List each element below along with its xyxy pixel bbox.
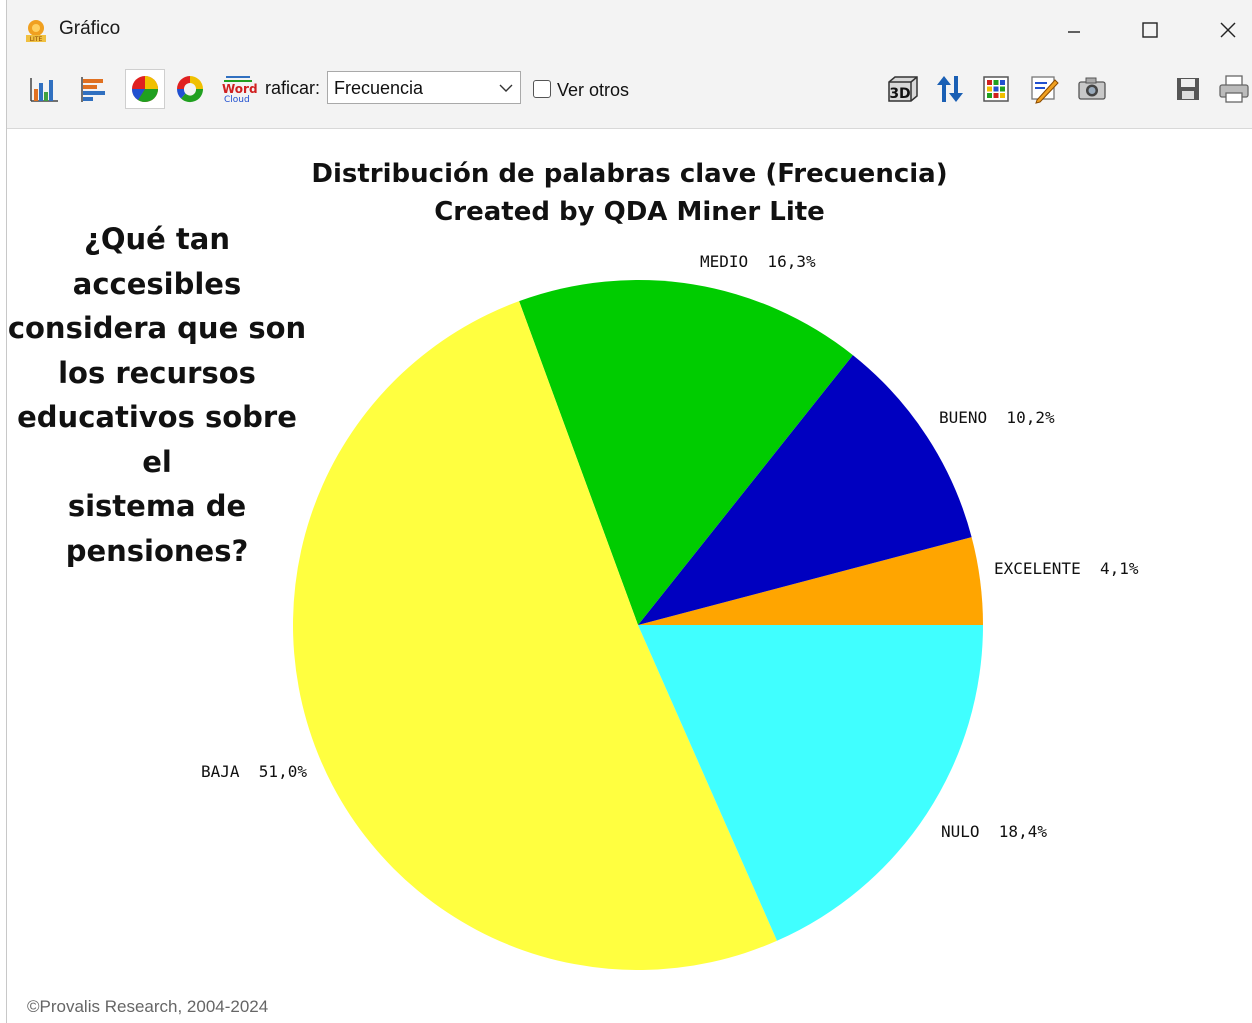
save-icon[interactable] (1171, 72, 1205, 106)
toolbar: Word Cloud raficar: Frecuencia Ver otros… (7, 58, 1252, 129)
sort-icon[interactable] (933, 72, 967, 106)
close-button[interactable] (1205, 12, 1251, 48)
camera-icon[interactable] (1075, 72, 1109, 106)
pie-slice-bueno (638, 355, 972, 625)
slice-label-bueno: BUENO 10,2% (939, 408, 1055, 427)
slice-label-medio: MEDIO 16,3% (700, 252, 816, 271)
graficar-label: raficar: (265, 78, 321, 98)
svg-text:Word: Word (222, 82, 258, 96)
pie-slice-medio (519, 280, 853, 625)
slice-label-excelente: EXCELENTE 4,1% (994, 559, 1139, 578)
question-line: pensiones? (65, 533, 249, 568)
pie-slice-nulo (638, 625, 983, 941)
print-icon[interactable] (1217, 72, 1251, 106)
chevron-down-icon (498, 80, 514, 100)
ver-otros-label[interactable]: Ver otros (557, 80, 630, 100)
word-cloud-icon[interactable]: Word Cloud (219, 72, 259, 106)
svg-text:Cloud: Cloud (224, 95, 250, 105)
bar-chart-icon[interactable] (27, 72, 61, 106)
pie-chart-icon[interactable] (125, 69, 165, 109)
question-line: sistema de (67, 489, 247, 523)
copyright-footer: ©Provalis Research, 2004-2024 (27, 997, 269, 1016)
app-logo-icon: LITE (23, 18, 49, 44)
graficar-dropdown[interactable]: Frecuencia (327, 71, 521, 104)
ver-otros-checkbox[interactable] (533, 80, 551, 98)
graficar-dropdown-value: Frecuencia (334, 78, 424, 98)
minimize-button[interactable] (1051, 12, 1097, 48)
question-text: ¿Qué tan accesibles considera que son lo… (7, 217, 307, 573)
donut-chart-icon[interactable] (173, 72, 207, 106)
horizontal-bar-icon[interactable] (77, 72, 111, 106)
pie-chart (293, 280, 983, 970)
grid-icon[interactable] (979, 72, 1013, 106)
chart-title: Distribución de palabras clave (Frecuenc… (311, 159, 948, 189)
window-title: Gráfico (59, 18, 121, 39)
chart-subtitle: Created by QDA Miner Lite (434, 197, 825, 227)
maximize-button[interactable] (1127, 12, 1173, 48)
question-line: ¿Qué tan accesibles (72, 222, 242, 301)
question-line: educativos sobre el (17, 400, 297, 479)
3d-icon[interactable]: 3D (885, 72, 919, 106)
pie-slice-excelente (638, 537, 983, 625)
svg-text:LITE: LITE (30, 36, 43, 43)
svg-text:3D: 3D (889, 86, 910, 102)
title-bar: LITE Gráfico (7, 0, 1252, 58)
question-line: considera que son (7, 311, 307, 345)
slice-label-baja: BAJA 51,0% (201, 762, 307, 781)
chart-area: Distribución de palabras clave (Frecuenc… (7, 129, 1252, 1023)
window-border (6, 0, 7, 1023)
slice-label-nulo: NULO 18,4% (941, 822, 1047, 841)
pie-slice-baja (293, 301, 778, 970)
question-line: los recursos (58, 355, 256, 390)
edit-icon[interactable] (1027, 72, 1061, 106)
